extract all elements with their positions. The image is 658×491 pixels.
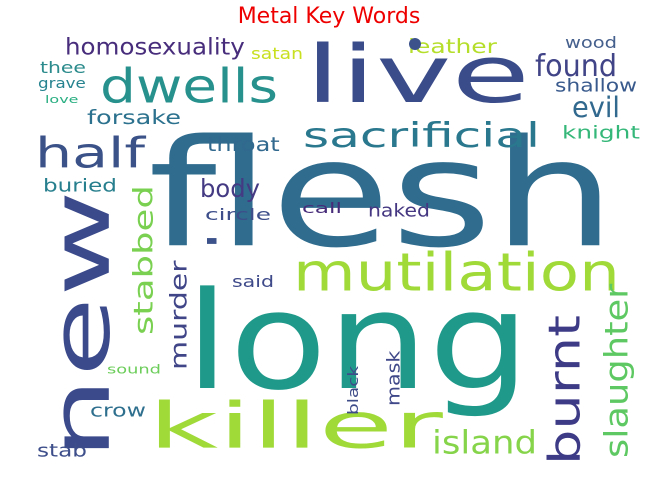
word-killer: killer bbox=[148, 389, 443, 462]
word-grave: grave bbox=[38, 75, 86, 92]
word-naked: naked bbox=[368, 200, 430, 222]
word-flesh: flesh bbox=[148, 107, 616, 280]
word-buried: buried bbox=[43, 175, 117, 196]
word-stabbed: stabbed bbox=[128, 185, 160, 335]
word-throat: throat bbox=[207, 134, 280, 157]
word-sound: sound bbox=[107, 362, 161, 377]
word-burnt: burnt bbox=[540, 315, 590, 465]
word-murder: murder bbox=[165, 259, 192, 370]
word-thee: thee bbox=[40, 59, 86, 77]
word-forsake: forsake bbox=[87, 107, 181, 129]
word-dwells: dwells bbox=[100, 60, 278, 114]
word-island: island bbox=[432, 424, 537, 462]
figure-title: Metal Key Words bbox=[237, 4, 421, 29]
word-crow: crow bbox=[90, 400, 146, 421]
word-wood: wood bbox=[565, 33, 617, 52]
word-evil: evil bbox=[572, 91, 620, 125]
word-said: said bbox=[232, 273, 274, 291]
word-body: body bbox=[200, 174, 260, 204]
word-long: long bbox=[185, 263, 530, 420]
dot-glyph bbox=[409, 38, 421, 50]
word-shallow: shallow bbox=[555, 74, 637, 96]
word-satan: satan bbox=[251, 45, 303, 63]
word-slaughter: slaughter bbox=[599, 283, 636, 458]
word-call: call bbox=[302, 200, 342, 217]
word-knight: knight bbox=[562, 123, 640, 144]
word-new: new bbox=[34, 190, 129, 460]
word-homosexuality: homosexuality bbox=[65, 33, 245, 60]
word-stab: stab bbox=[37, 440, 87, 461]
word-half: half bbox=[35, 129, 146, 177]
word-circle: circle bbox=[205, 205, 271, 224]
word-black: black bbox=[345, 365, 361, 415]
word-love: love bbox=[45, 93, 78, 106]
word-sacrificial: sacrificial bbox=[303, 116, 540, 156]
word-mutilation: mutilation bbox=[293, 242, 620, 303]
word-leather: leather bbox=[408, 35, 498, 58]
word-mask: mask bbox=[383, 350, 404, 406]
word-l: l bbox=[205, 232, 220, 250]
word-found: found bbox=[535, 48, 617, 83]
